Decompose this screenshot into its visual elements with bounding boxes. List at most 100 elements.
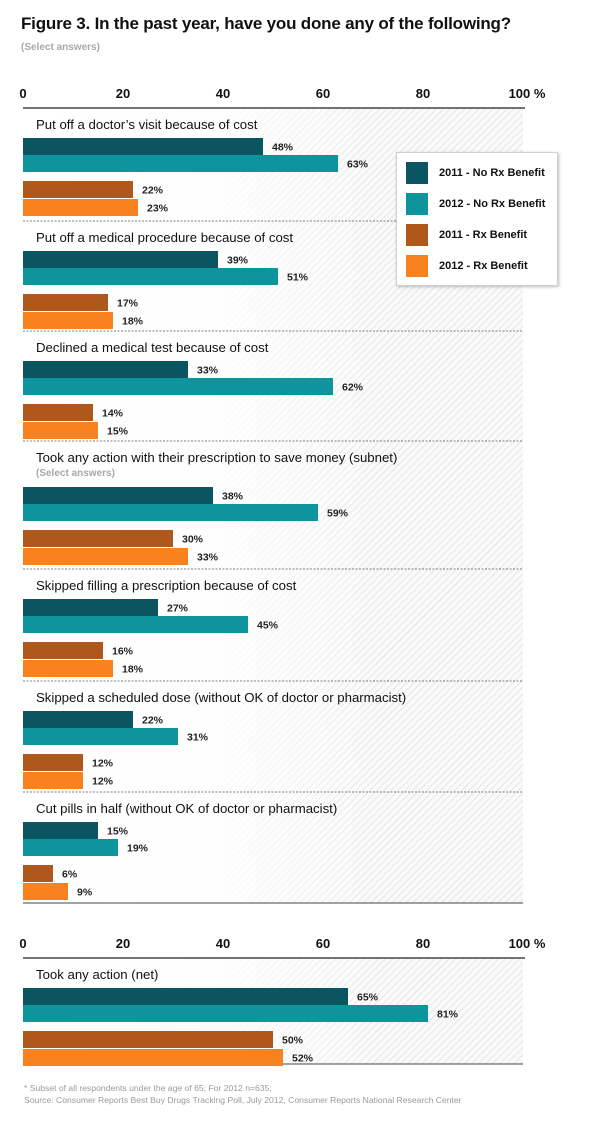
bar bbox=[23, 181, 133, 198]
bar-value-label: 51% bbox=[287, 272, 309, 284]
bar-value-label: 50% bbox=[282, 1035, 304, 1047]
bar bbox=[23, 422, 98, 439]
bar bbox=[23, 660, 113, 677]
bar-value-label: 81% bbox=[437, 1009, 459, 1021]
bar bbox=[23, 839, 118, 856]
bar bbox=[23, 199, 138, 216]
legend-label: 2012 - No Rx Benefit bbox=[439, 198, 546, 210]
bar-value-label: 52% bbox=[292, 1053, 314, 1065]
bar-value-label: 14% bbox=[102, 408, 124, 420]
axis-tick-label: 60 bbox=[316, 936, 330, 951]
legend-item: 2011 - Rx Benefit bbox=[406, 224, 527, 246]
bar bbox=[23, 865, 53, 882]
bar-value-label: 18% bbox=[122, 664, 144, 676]
group-sublabel: (Select answers) bbox=[36, 468, 115, 479]
legend-swatch bbox=[406, 255, 428, 277]
bar-value-label: 39% bbox=[227, 255, 249, 267]
bar-value-label: 6% bbox=[62, 869, 78, 881]
legend-label: 2012 - Rx Benefit bbox=[439, 260, 528, 272]
legend-item: 2012 - Rx Benefit bbox=[406, 255, 528, 277]
bar bbox=[23, 312, 113, 329]
bar-value-label: 30% bbox=[182, 534, 204, 546]
group-label: Took any action (net) bbox=[36, 967, 158, 982]
group-label: Skipped a scheduled dose (without OK of … bbox=[36, 690, 406, 705]
axis-tick-label: 80 bbox=[416, 936, 430, 951]
axis-tick-label: 80 bbox=[416, 86, 430, 101]
bar-value-label: 19% bbox=[127, 843, 149, 855]
bar bbox=[23, 754, 83, 771]
bar-value-label: 27% bbox=[167, 603, 189, 615]
group-label: Took any action with their prescription … bbox=[36, 450, 397, 465]
chart-legend: 2011 - No Rx Benefit 2012 - No Rx Benefi… bbox=[396, 152, 558, 286]
bar bbox=[23, 404, 93, 421]
group-label: Skipped filling a prescription because o… bbox=[36, 578, 297, 593]
bar-value-label: 45% bbox=[257, 620, 279, 632]
bar-value-label: 23% bbox=[147, 203, 169, 215]
legend-swatch bbox=[406, 162, 428, 184]
bar-value-label: 65% bbox=[357, 992, 379, 1004]
axis-tick-label: 0 bbox=[19, 86, 26, 101]
bar bbox=[23, 988, 348, 1005]
bar bbox=[23, 504, 318, 521]
bar-value-label: 38% bbox=[222, 491, 244, 503]
bar-value-label: 48% bbox=[272, 142, 294, 154]
axis-tick-label: 100 % bbox=[509, 86, 546, 101]
figure-title: Figure 3. In the past year, have you don… bbox=[21, 14, 511, 33]
bar bbox=[23, 616, 248, 633]
group-label: Put off a medical procedure because of c… bbox=[36, 230, 293, 245]
axis-tick-label: 40 bbox=[216, 936, 230, 951]
bar-value-label: 22% bbox=[142, 185, 164, 197]
bar bbox=[23, 294, 108, 311]
bar-value-label: 31% bbox=[187, 732, 209, 744]
bar-value-label: 63% bbox=[347, 159, 369, 171]
axis-tick-label: 60 bbox=[316, 86, 330, 101]
bar bbox=[23, 642, 103, 659]
legend-item: 2012 - No Rx Benefit bbox=[406, 193, 545, 215]
legend-swatch bbox=[406, 193, 428, 215]
bar bbox=[23, 883, 68, 900]
figure-subtitle: (Select answers) bbox=[21, 42, 100, 53]
bar bbox=[23, 268, 278, 285]
bar bbox=[23, 772, 83, 789]
group-label: Put off a doctor’s visit because of cost bbox=[36, 117, 258, 132]
bar-value-label: 33% bbox=[197, 552, 219, 564]
legend-swatch bbox=[406, 224, 428, 246]
bar bbox=[23, 1005, 428, 1022]
legend-item: 2011 - No Rx Benefit bbox=[406, 162, 545, 184]
bar-value-label: 15% bbox=[107, 426, 129, 438]
bar bbox=[23, 487, 213, 504]
bar bbox=[23, 599, 158, 616]
axis-tick-label: 100 % bbox=[509, 936, 546, 951]
axis-tick-label: 20 bbox=[116, 86, 130, 101]
footnote-line: * Subset of all respondents under the ag… bbox=[24, 1083, 272, 1093]
footnote-line: Source: Consumer Reports Best Buy Drugs … bbox=[24, 1095, 462, 1105]
bar bbox=[23, 530, 173, 547]
bar-value-label: 9% bbox=[77, 887, 93, 899]
legend-label: 2011 - Rx Benefit bbox=[439, 229, 528, 241]
bar-value-label: 62% bbox=[342, 382, 364, 394]
legend-label: 2011 - No Rx Benefit bbox=[439, 167, 545, 179]
bar bbox=[23, 378, 333, 395]
bar bbox=[23, 155, 338, 172]
bar-value-label: 22% bbox=[142, 715, 164, 727]
bar bbox=[23, 548, 188, 565]
bar-value-label: 15% bbox=[107, 826, 129, 838]
axis-tick-label: 20 bbox=[116, 936, 130, 951]
bar bbox=[23, 1031, 273, 1048]
group-label: Declined a medical test because of cost bbox=[36, 340, 269, 355]
axis-tick-label: 0 bbox=[19, 936, 26, 951]
footnote: * Subset of all respondents under the ag… bbox=[24, 1082, 462, 1106]
bar-value-label: 59% bbox=[327, 508, 349, 520]
bar-value-label: 12% bbox=[92, 758, 114, 770]
bar bbox=[23, 711, 133, 728]
bar-value-label: 16% bbox=[112, 646, 134, 658]
bar bbox=[23, 1049, 283, 1066]
bar bbox=[23, 138, 263, 155]
bar-value-label: 12% bbox=[92, 776, 114, 788]
bar bbox=[23, 728, 178, 745]
bar-value-label: 17% bbox=[117, 298, 139, 310]
axis-tick-label: 40 bbox=[216, 86, 230, 101]
bar-value-label: 18% bbox=[122, 316, 144, 328]
bar bbox=[23, 361, 188, 378]
